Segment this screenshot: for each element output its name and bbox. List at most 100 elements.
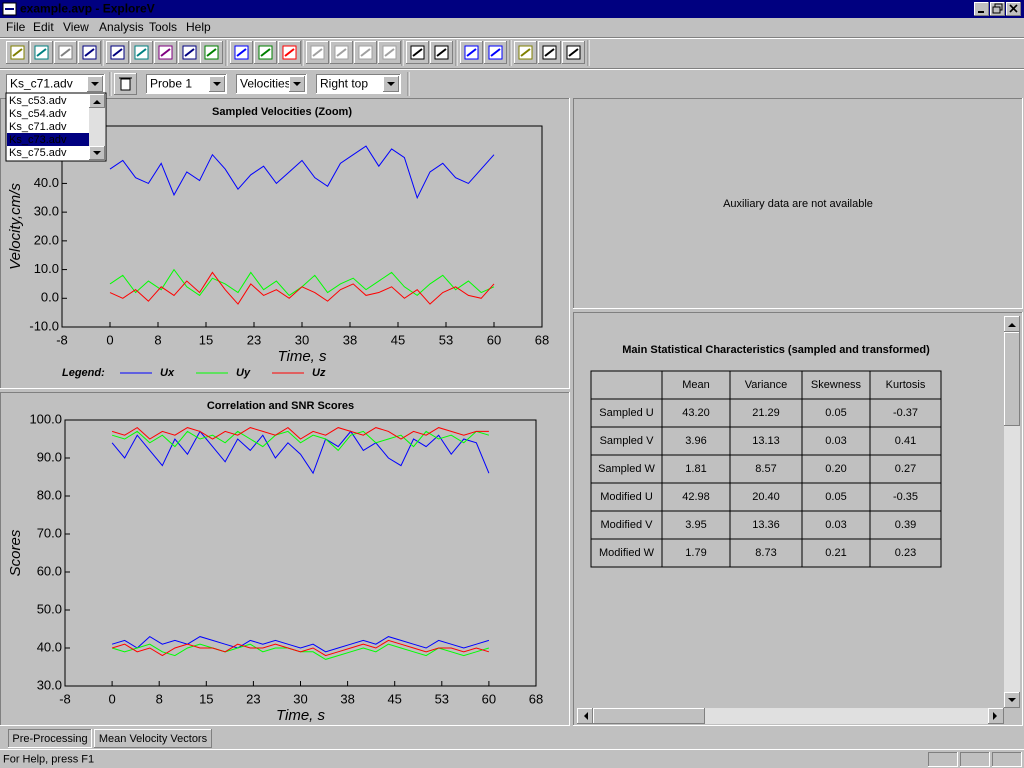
x-tick-label: 8 (154, 332, 161, 347)
x-tick-label: 53 (435, 691, 449, 706)
status-text: For Help, press F1 (3, 753, 94, 765)
y-tick-label: 0.0 (41, 290, 59, 305)
table-cell: 0.03 (825, 519, 846, 531)
y-tick-label: 20.0 (34, 232, 59, 247)
x-tick-label: 68 (529, 691, 543, 706)
horizontal-scroll-thumb[interactable] (593, 708, 705, 724)
x-tick-label: 60 (487, 332, 501, 347)
table-row-label: Modified V (601, 519, 654, 531)
x-tick-label: 15 (199, 332, 213, 347)
x-tick-label: 23 (246, 691, 260, 706)
x-tick-label: 0 (106, 332, 113, 347)
restore-glyph (993, 7, 1000, 13)
x-tick-label: 8 (156, 691, 163, 706)
table-header: Skewness (811, 379, 862, 391)
tab-label[interactable]: Pre-Processing (12, 733, 87, 745)
table-cell: -0.35 (893, 491, 918, 503)
x-tick-label: 53 (439, 332, 453, 347)
menu-item[interactable]: Tools (149, 20, 177, 34)
table-row-label: Sampled V (600, 435, 654, 447)
x-tick-label: 45 (387, 691, 401, 706)
y-tick-label: 10.0 (34, 261, 59, 276)
table-cell: 1.79 (685, 547, 706, 559)
table-cell: 42.98 (682, 491, 710, 503)
x-tick-label: -8 (59, 691, 71, 706)
x-tick-label: 38 (343, 332, 357, 347)
y-axis-label: Scores (7, 529, 24, 576)
probe-selector-text: Probe 1 (150, 77, 192, 91)
x-axis-label: Time, s (276, 707, 326, 724)
y-tick-label: 40.0 (37, 639, 62, 654)
plot-area (62, 126, 542, 327)
table-cell: 0.05 (825, 407, 846, 419)
menu-item[interactable]: Edit (33, 20, 54, 34)
x-axis-label: Time, s (277, 348, 327, 365)
x-tick-label: 60 (482, 691, 496, 706)
x-tick-label: 45 (391, 332, 405, 347)
x-tick-label: -8 (56, 332, 68, 347)
menu-item[interactable]: Analysis (99, 20, 144, 34)
menu-item[interactable]: File (6, 20, 26, 34)
y-tick-label: 30.0 (34, 204, 59, 219)
table-cell: 1.81 (685, 463, 706, 475)
table-row-label: Sampled W (598, 463, 655, 475)
auxiliary-message: Auxiliary data are not available (723, 198, 873, 210)
table-row-label: Modified W (599, 547, 655, 559)
chart-title: Correlation and SNR Scores (207, 400, 354, 412)
window-title: example.avp - ExploreV (20, 2, 155, 16)
table-cell: 0.39 (895, 519, 916, 531)
x-tick-label: 30 (293, 691, 307, 706)
vertical-scroll-thumb[interactable] (1004, 332, 1020, 426)
y-tick-label: 60.0 (37, 563, 62, 578)
y-tick-label: 100.0 (29, 411, 62, 426)
table-cell: 0.41 (895, 435, 916, 447)
legend-title: Legend: (62, 367, 105, 379)
file-list-item[interactable]: Ks_c53.adv (9, 95, 67, 107)
tab-label[interactable]: Mean Velocity Vectors (99, 733, 208, 745)
table-cell: 43.20 (682, 407, 710, 419)
y-tick-label: 80.0 (37, 487, 62, 502)
plot-area (65, 420, 536, 686)
table-header: Mean (682, 379, 710, 391)
legend-entry: Ux (160, 367, 175, 379)
x-tick-label: 23 (247, 332, 261, 347)
x-tick-label: 68 (535, 332, 549, 347)
minimize-button[interactable] (974, 2, 989, 16)
table-cell: 20.40 (752, 491, 780, 503)
file-selector-text: Ks_c71.adv (10, 77, 73, 91)
trash-icon (121, 79, 130, 90)
table-cell: 8.73 (755, 547, 776, 559)
x-tick-label: 38 (340, 691, 354, 706)
y-tick-label: 50.0 (37, 601, 62, 616)
table-header: Kurtosis (886, 379, 926, 391)
table-cell: 13.36 (752, 519, 780, 531)
x-tick-label: 30 (295, 332, 309, 347)
chart-title: Sampled Velocities (Zoom) (212, 106, 352, 118)
y-axis-label: Velocity,cm/s (7, 183, 24, 270)
x-tick-label: 15 (199, 691, 213, 706)
y-tick-label: 40.0 (34, 175, 59, 190)
quantity-selector-text: Velocities (240, 77, 291, 91)
table-cell: 0.20 (825, 463, 846, 475)
position-selector-text: Right top (320, 77, 368, 91)
file-list-item[interactable]: Ks_c75.adv (9, 147, 67, 159)
table-header: Variance (745, 379, 788, 391)
legend-entry: Uz (312, 367, 326, 379)
file-list-item[interactable]: Ks_c73.adv (9, 134, 67, 146)
table-cell: 8.57 (755, 463, 776, 475)
y-tick-label: 90.0 (37, 449, 62, 464)
x-tick-label: 0 (108, 691, 115, 706)
table-cell: 0.03 (825, 435, 846, 447)
table-cell: -0.37 (893, 407, 918, 419)
table-cell: 3.95 (685, 519, 706, 531)
table-row-label: Modified U (600, 491, 653, 503)
table-cell: 13.13 (752, 435, 780, 447)
file-list-item[interactable]: Ks_c71.adv (9, 121, 67, 133)
file-list-item[interactable]: Ks_c54.adv (9, 108, 67, 120)
statistics-title: Main Statistical Characteristics (sample… (622, 344, 930, 356)
y-tick-label: -10.0 (29, 318, 59, 333)
menu-item[interactable]: View (63, 20, 89, 34)
menu-item[interactable]: Help (186, 20, 211, 34)
table-row-label: Sampled U (599, 407, 653, 419)
